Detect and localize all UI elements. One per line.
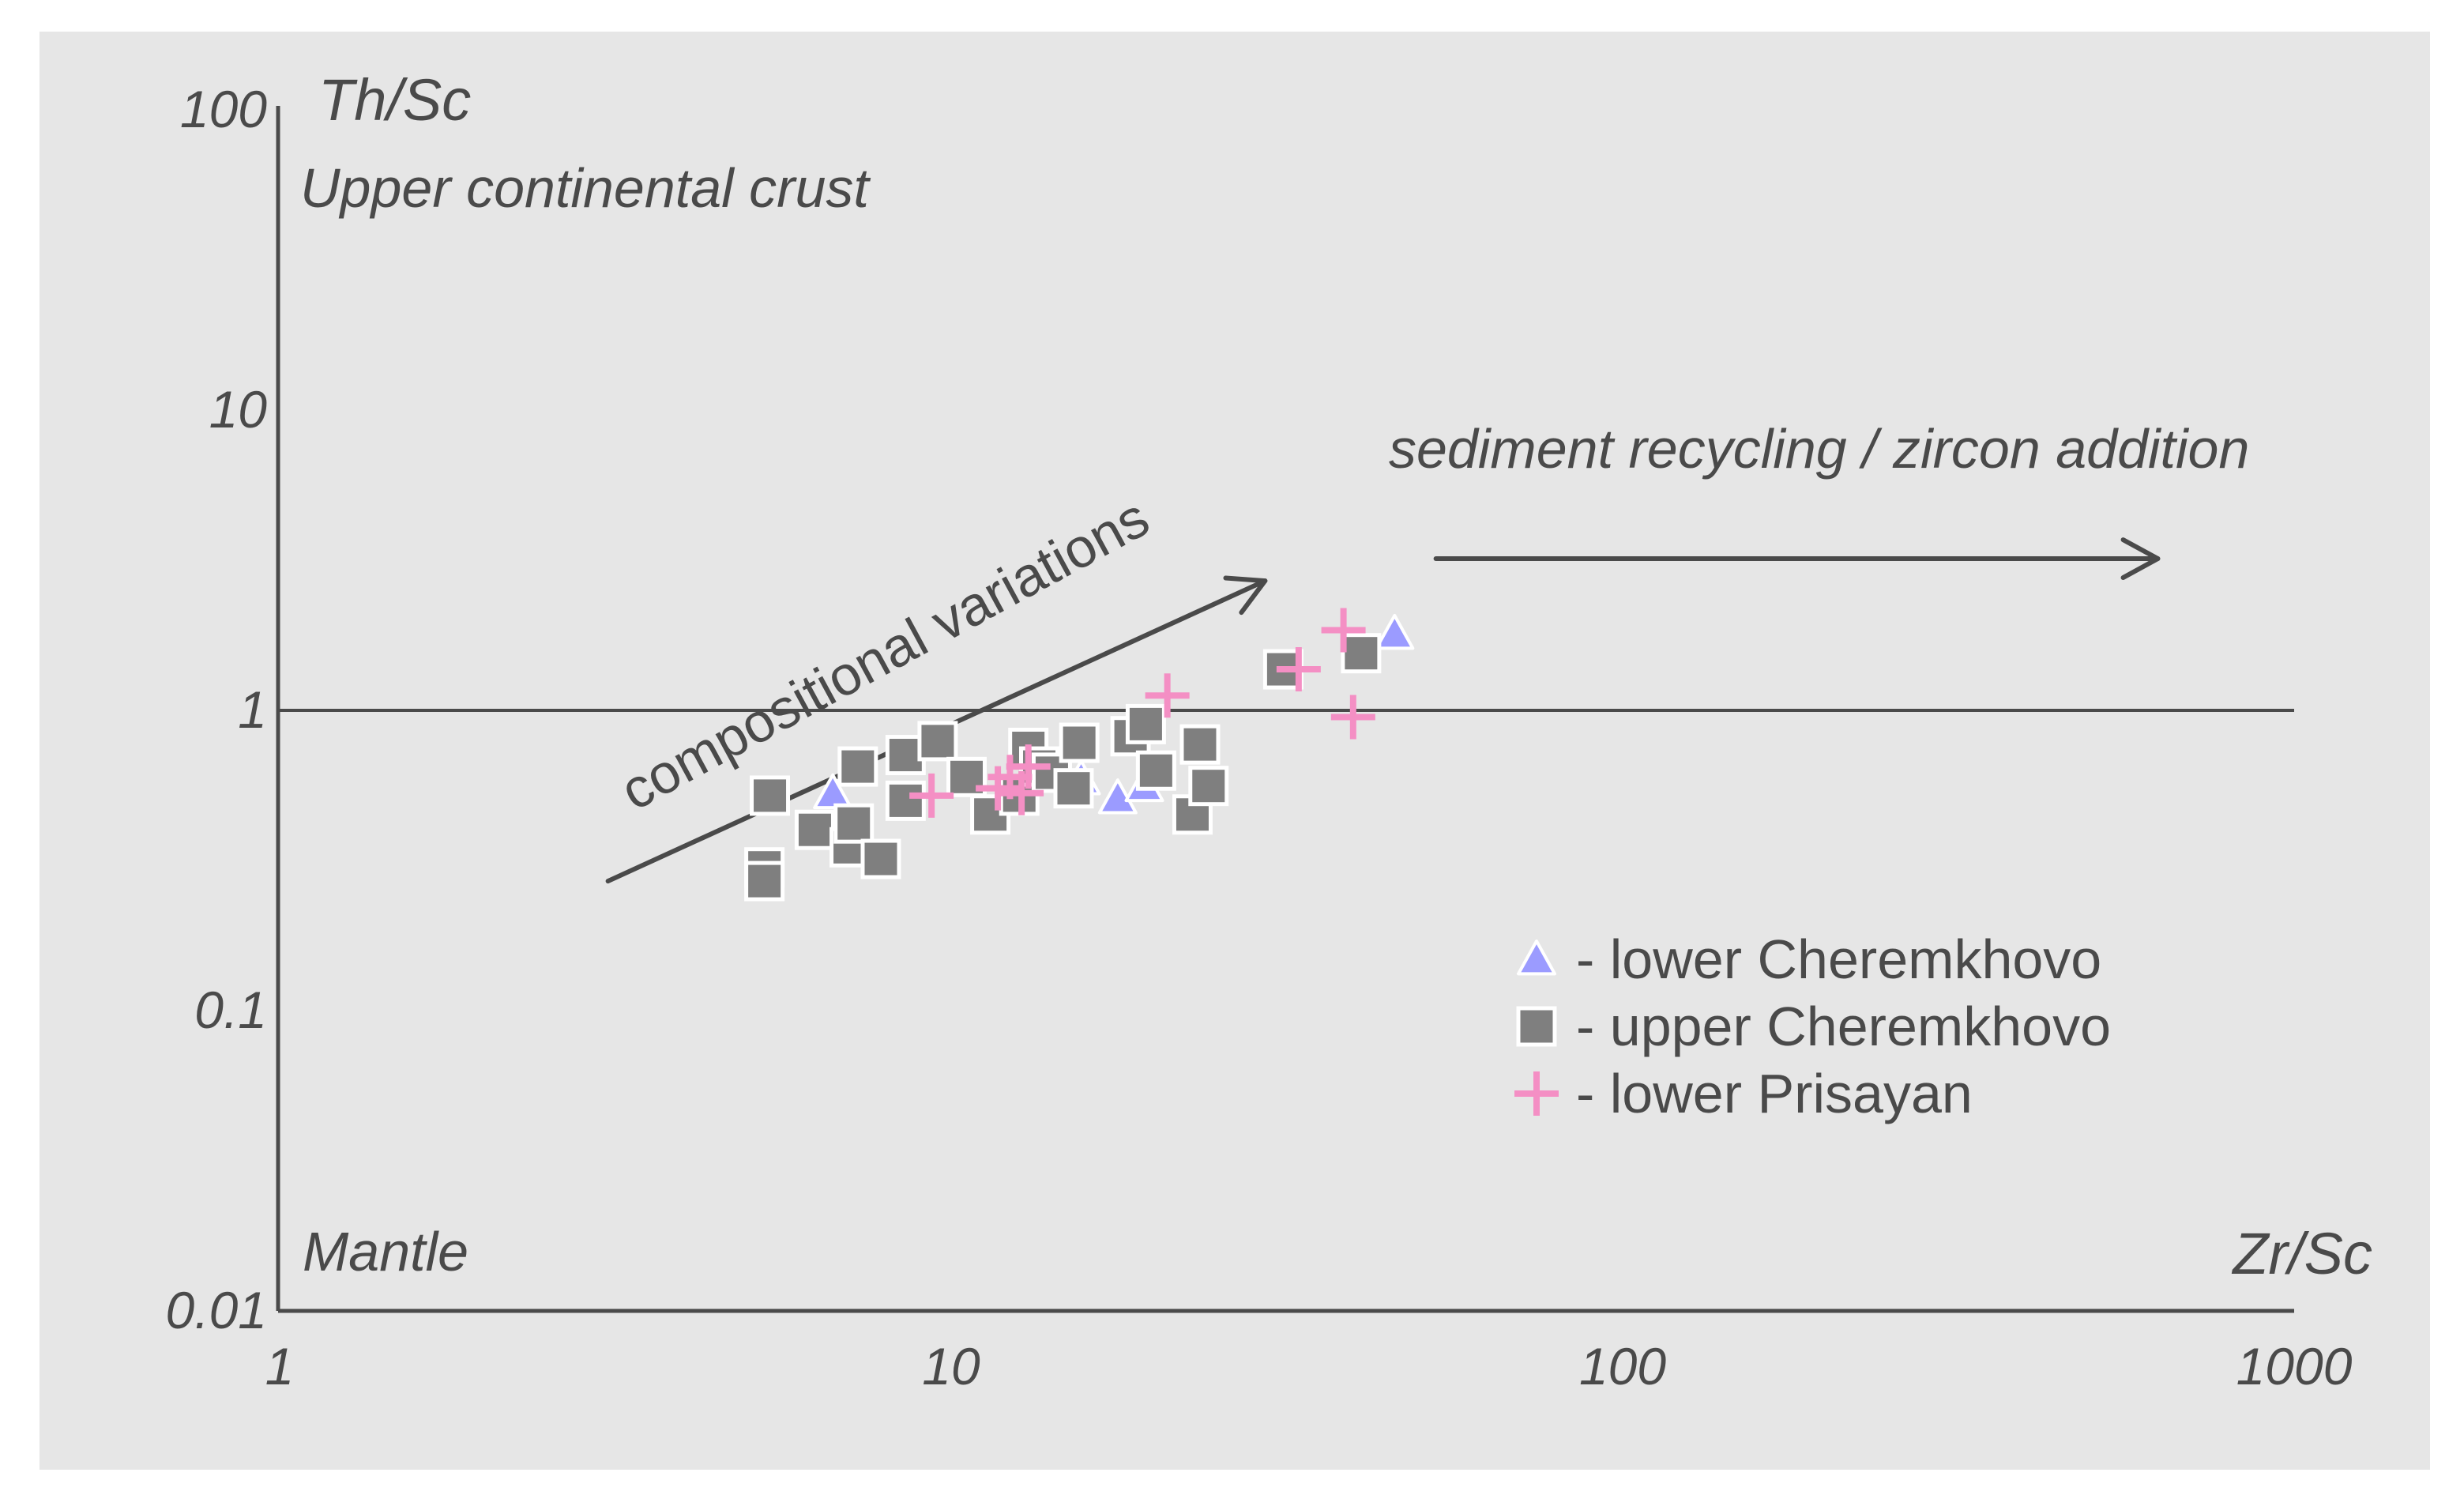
annotation-sediment-recycling: sediment recycling / zircon addition xyxy=(1389,418,2249,480)
sediment-recycling-arrow xyxy=(1433,537,2161,581)
y-tick-label: 100 xyxy=(180,80,267,138)
data-point-plus xyxy=(1321,608,1366,653)
legend-marker-triangle xyxy=(1517,940,1556,976)
data-point-square xyxy=(1172,794,1213,835)
data-point-square xyxy=(1059,722,1100,763)
y-tick-label: 0.01 xyxy=(166,1281,267,1339)
data-point-square xyxy=(1188,766,1229,807)
y-tick-label: 0.1 xyxy=(194,981,267,1039)
legend-label: - lower Prisayan xyxy=(1576,1063,1973,1124)
legend-marker-plus xyxy=(1514,1071,1559,1116)
data-point-square xyxy=(1341,633,1382,674)
data-point-square xyxy=(837,746,878,787)
data-point-triangle xyxy=(813,773,853,810)
series-plus xyxy=(909,608,1375,818)
data-point-square xyxy=(1053,768,1094,809)
data-point-plus xyxy=(1276,647,1321,692)
legend-marker-square xyxy=(1516,1006,1557,1047)
y-axis-label: Th/Sc xyxy=(318,67,471,133)
tick-labels: 1 10 100 1000 0.01 0.1 1 10 100 xyxy=(166,80,2353,1395)
series-square xyxy=(744,633,1382,902)
x-tick-label: 100 xyxy=(1579,1337,1666,1395)
x-tick-label: 1 xyxy=(265,1337,295,1395)
data-point-square xyxy=(885,780,926,821)
data-point-square xyxy=(750,775,791,816)
chart-background xyxy=(39,32,2430,1470)
data-point-triangle xyxy=(1375,613,1415,650)
x-tick-label: 10 xyxy=(922,1337,980,1395)
data-point-square xyxy=(860,838,901,879)
data-point-plus xyxy=(1330,695,1375,740)
y-tick-label: 10 xyxy=(209,380,268,439)
y-tick-label: 1 xyxy=(238,680,267,739)
legend-label: - lower Cheremkhovo xyxy=(1576,928,2101,990)
data-point-square xyxy=(833,803,875,844)
data-point-square xyxy=(1125,703,1166,744)
data-point-square xyxy=(794,809,835,850)
data-point-plus xyxy=(1006,744,1051,789)
data-point-square xyxy=(744,860,785,902)
data-point-plus xyxy=(909,773,954,818)
data-point-square xyxy=(1179,724,1221,765)
data-point-square xyxy=(917,721,958,762)
data-point-plus xyxy=(999,770,1044,815)
annotation-upper-continental-crust: Upper continental crust xyxy=(300,157,871,219)
data-points xyxy=(744,608,1415,902)
x-axis-label: Zr/Sc xyxy=(2231,1221,2372,1286)
data-point-square xyxy=(1135,750,1176,791)
axes xyxy=(276,106,2294,1313)
annotation-mantle: Mantle xyxy=(303,1221,468,1282)
x-tick-label: 1000 xyxy=(2236,1337,2353,1395)
legend-label: - upper Cheremkhovo xyxy=(1576,996,2111,1057)
data-point-plus xyxy=(1145,673,1190,718)
legend: - lower Cheremkhovo- upper Cheremkhovo- … xyxy=(1514,928,2111,1124)
